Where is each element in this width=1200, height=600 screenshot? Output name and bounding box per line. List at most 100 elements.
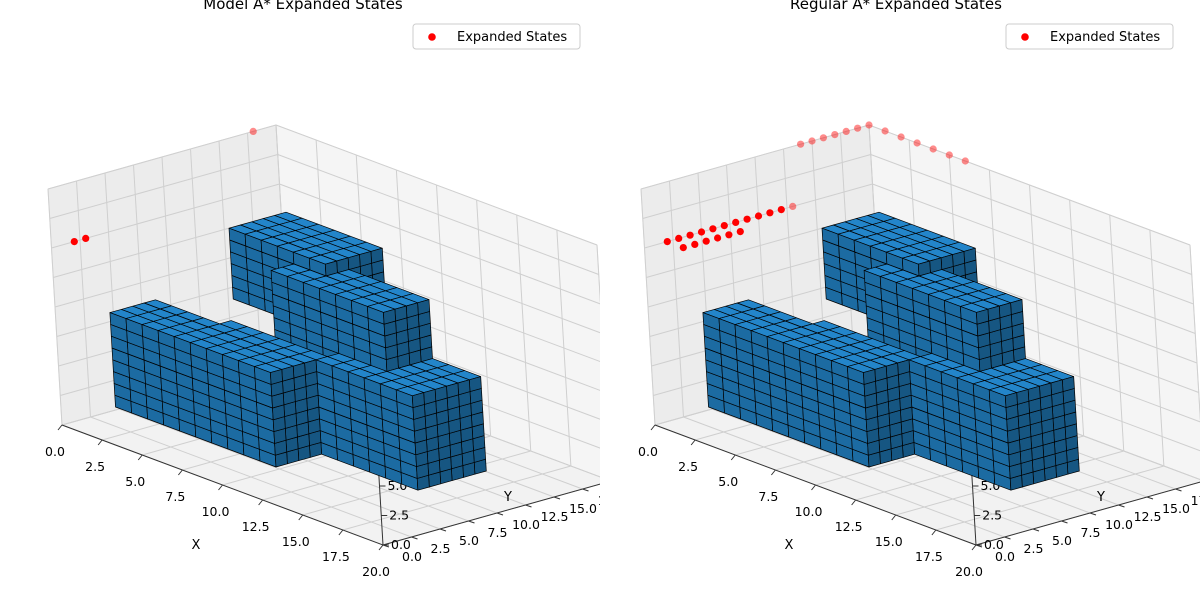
x-tick xyxy=(258,499,264,506)
legend: Expanded States xyxy=(412,23,581,50)
y-axis-label: Y xyxy=(1096,490,1105,505)
expanded-state-point xyxy=(663,238,671,246)
y-tick-label: 17.5 xyxy=(598,493,600,508)
y-tick-label: 7.5 xyxy=(488,525,508,540)
y-tick-label: 0.0 xyxy=(995,549,1015,564)
y-tick-label: 7.5 xyxy=(1081,525,1101,540)
expanded-state-point xyxy=(736,228,744,236)
expanded-state-point xyxy=(945,151,953,159)
expanded-state-point xyxy=(70,238,78,246)
y-tick xyxy=(582,488,589,492)
y-tick xyxy=(1175,488,1182,492)
legend-marker xyxy=(428,33,436,41)
y-tick xyxy=(1118,504,1125,508)
x-tick-label: 10.0 xyxy=(202,504,230,519)
x-tick xyxy=(931,529,937,536)
y-tick-label: 10.0 xyxy=(512,517,540,532)
x-tick-label: 10.0 xyxy=(795,504,823,519)
y-tick xyxy=(1004,536,1011,540)
y-tick-label: 5.0 xyxy=(1052,533,1072,548)
grid-line xyxy=(868,124,1191,246)
grid-line xyxy=(935,465,1165,531)
grid-line xyxy=(277,154,599,275)
legend: Expanded States xyxy=(1005,23,1174,50)
expanded-state-point xyxy=(961,157,969,165)
x-tick-label: 17.5 xyxy=(322,549,350,564)
grid-line xyxy=(279,183,600,305)
y-tick xyxy=(1032,528,1040,532)
chart-svg: 0.00.00.02.52.52.55.05.05.07.57.57.510.0… xyxy=(638,0,1200,579)
expanded-state-point xyxy=(897,133,905,141)
grid-line xyxy=(640,124,870,190)
grid-line xyxy=(1149,229,1165,467)
x-tick-label: 0.0 xyxy=(45,444,65,459)
obstacle-voxel-side xyxy=(383,308,396,325)
obstacle-voxel-side xyxy=(270,369,283,385)
x-tick xyxy=(338,529,344,536)
expanded-state-point xyxy=(697,228,706,236)
grid-line xyxy=(275,124,598,246)
expanded-state-point xyxy=(754,212,763,220)
grid-line xyxy=(476,199,492,437)
grid-line xyxy=(870,154,1192,275)
y-tick-label: 17.5 xyxy=(1191,493,1200,508)
x-tick xyxy=(811,484,816,491)
expanded-state-point xyxy=(725,231,733,239)
grid-line xyxy=(516,214,532,452)
obstacle-voxel-side xyxy=(976,308,989,325)
x-tick-label: 2.5 xyxy=(85,459,105,474)
z-tick-label: 2.5 xyxy=(389,508,409,523)
legend-label: Expanded States xyxy=(1050,30,1160,45)
x-tick-label: 7.5 xyxy=(758,489,778,504)
x-tick xyxy=(650,424,656,431)
x-tick xyxy=(218,484,223,491)
x-tick xyxy=(690,439,696,446)
x-tick xyxy=(298,514,304,521)
y-tick-label: 15.0 xyxy=(1162,501,1190,516)
y-tick xyxy=(525,504,532,508)
x-axis-label: X xyxy=(192,538,201,553)
x-axis-label: X xyxy=(785,538,794,553)
expanded-state-point xyxy=(831,131,839,139)
x-tick xyxy=(851,499,857,506)
expanded-state-point xyxy=(732,218,740,226)
obstacle-voxel-side xyxy=(411,392,425,408)
expanded-state-point xyxy=(797,140,805,148)
y-tick-label: 2.5 xyxy=(431,541,451,556)
x-tick-label: 7.5 xyxy=(165,489,185,504)
expanded-state-point xyxy=(766,209,774,217)
expanded-state-point xyxy=(913,139,921,147)
legend-label: Expanded States xyxy=(457,30,567,45)
expanded-state-point xyxy=(675,234,683,242)
grid-line xyxy=(47,124,277,190)
expanded-state-point xyxy=(249,127,257,135)
x-tick xyxy=(730,454,736,461)
expanded-state-point xyxy=(82,234,90,242)
expanded-state-point xyxy=(709,225,717,233)
expanded-state-point xyxy=(720,222,728,230)
y-tick xyxy=(468,520,475,524)
expanded-state-point xyxy=(679,244,687,252)
obstacle-voxel-side xyxy=(1004,392,1018,408)
grid-line xyxy=(556,229,572,467)
expanded-state-point xyxy=(777,206,785,214)
legend-frame xyxy=(1005,23,1174,50)
chart-title: Model A* Expanded States xyxy=(203,0,403,13)
grid-line xyxy=(596,244,600,305)
x-tick xyxy=(97,439,103,446)
x-tick xyxy=(971,544,977,551)
z-tick-label: 0.0 xyxy=(391,537,411,552)
x-tick xyxy=(137,454,143,461)
expanded-state-point xyxy=(789,202,797,210)
x-tick-label: 15.0 xyxy=(282,534,310,549)
x-tick-label: 2.5 xyxy=(678,459,698,474)
x-tick xyxy=(378,544,384,551)
grid-line xyxy=(1069,199,1085,437)
y-tick-label: 12.5 xyxy=(541,509,569,524)
x-tick xyxy=(177,469,183,476)
expanded-state-point xyxy=(808,137,816,145)
expanded-state-point xyxy=(881,127,889,135)
legend-marker xyxy=(1021,33,1029,41)
x-tick-label: 15.0 xyxy=(875,534,903,549)
grid-line xyxy=(1109,214,1125,452)
